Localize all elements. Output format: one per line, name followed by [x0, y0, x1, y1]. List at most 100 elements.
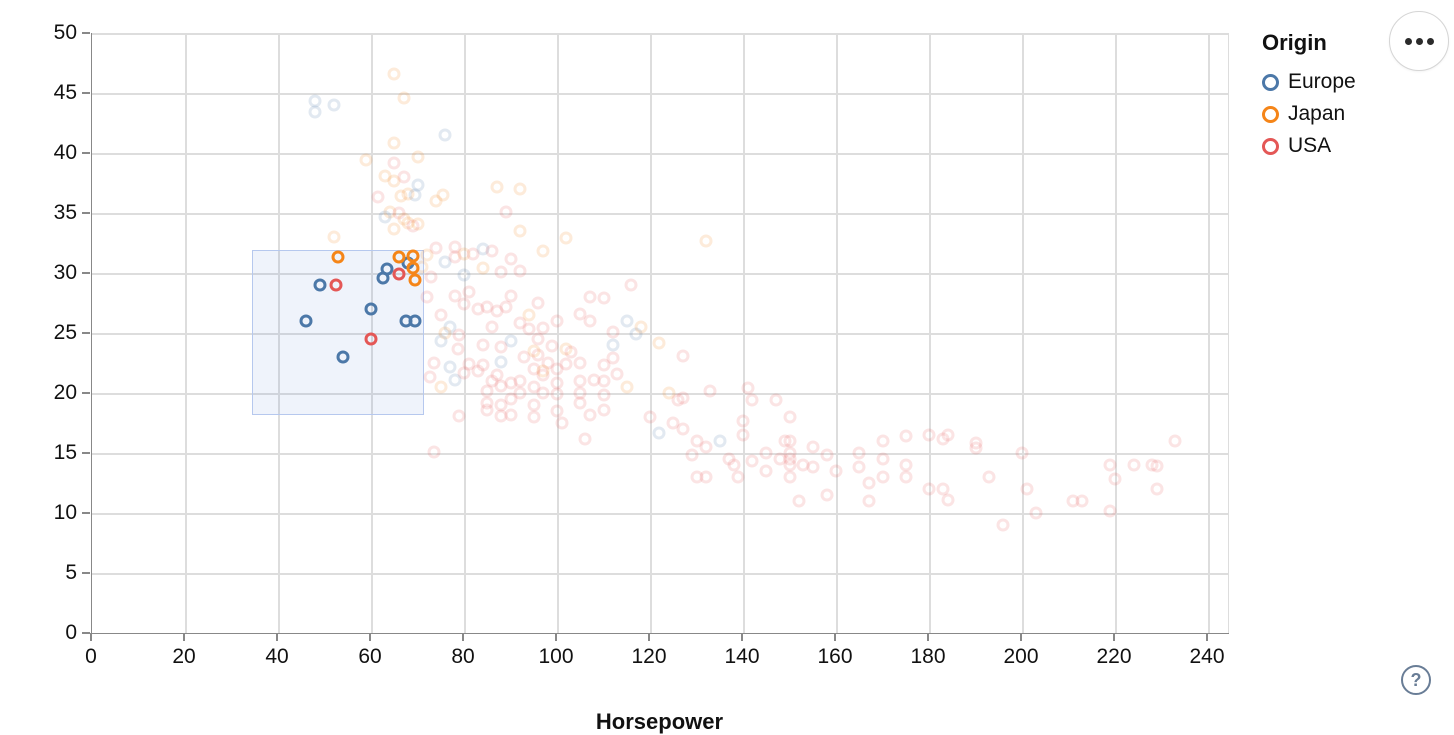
- scatter-point: [429, 241, 443, 255]
- scatter-point: [941, 428, 955, 442]
- scatter-point: [387, 222, 401, 236]
- scatter-point: [504, 289, 517, 303]
- x-axis-tick: [90, 633, 92, 641]
- scatter-point: [852, 460, 866, 474]
- scatter-point: [583, 290, 597, 304]
- scatter-point: [759, 446, 773, 460]
- help-button[interactable]: ?: [1401, 665, 1431, 695]
- scatter-point: [411, 150, 424, 164]
- scatter-point: [457, 366, 471, 380]
- scatter-point: [531, 296, 545, 310]
- y-axis-tick-label: 45: [53, 81, 77, 104]
- scatter-point: [996, 518, 1010, 532]
- x-axis-tick-label: 220: [1096, 645, 1132, 668]
- scatter-point: [452, 409, 466, 423]
- scatter-point: [699, 234, 713, 248]
- scatter-point: [1168, 434, 1182, 448]
- legend: Origin Europe Japan USA: [1262, 30, 1356, 162]
- x-axis-tick: [834, 633, 836, 641]
- y-axis-tick-label: 50: [53, 21, 77, 44]
- scatter-point: [620, 380, 634, 394]
- scatter-point: [424, 270, 438, 284]
- x-axis-tick: [555, 633, 557, 641]
- scatter-point: [336, 350, 350, 364]
- x-axis-tick-label: 140: [724, 645, 760, 668]
- x-axis-tick: [276, 633, 278, 641]
- scatter-point: [329, 278, 343, 292]
- scatter-point: [476, 338, 490, 352]
- scatter-point: [513, 386, 527, 400]
- scatter-point: [378, 210, 392, 224]
- scatter-point: [852, 446, 866, 460]
- scatter-point: [806, 440, 820, 454]
- scatter-point: [504, 408, 517, 422]
- scatter-point: [371, 190, 385, 204]
- scatter-point: [380, 262, 394, 276]
- scatter-point: [513, 264, 527, 278]
- scatter-point: [331, 250, 345, 264]
- scatter-point: [597, 358, 610, 372]
- scatter-point: [536, 386, 550, 400]
- scatter-point: [490, 180, 504, 194]
- scatter-point: [485, 244, 499, 258]
- y-axis-tick-label: 30: [53, 261, 77, 284]
- gridline: [92, 153, 1229, 155]
- x-axis-tick-label: 120: [631, 645, 667, 668]
- scatter-point: [527, 398, 541, 412]
- scatter-point: [941, 493, 955, 507]
- scatter-point: [364, 332, 378, 346]
- scatter-point: [643, 410, 657, 424]
- y-axis-tick: [82, 152, 90, 154]
- scatter-point: [1103, 458, 1117, 472]
- scatter-point: [634, 320, 648, 334]
- x-axis-tick-label: 40: [265, 645, 289, 668]
- scatter-point: [741, 381, 755, 395]
- y-axis-tick: [82, 632, 90, 634]
- scatter-point: [559, 357, 573, 371]
- scatter-point: [313, 278, 327, 292]
- scatter-point: [745, 454, 759, 468]
- scatter-point: [443, 360, 457, 374]
- scatter-point: [308, 105, 322, 119]
- x-axis-tick: [741, 633, 743, 641]
- scatter-point: [499, 300, 513, 314]
- scatter-point: [899, 429, 913, 443]
- scatter-point: [499, 205, 513, 219]
- plot-area[interactable]: [91, 33, 1229, 634]
- gridline: [92, 213, 1229, 215]
- y-axis-tick: [82, 452, 90, 454]
- legend-item-usa: USA: [1262, 130, 1356, 162]
- scatter-point: [783, 470, 796, 484]
- scatter-point: [1150, 482, 1164, 496]
- scatter-point: [597, 388, 610, 402]
- x-axis-tick-label: 160: [817, 645, 853, 668]
- scatter-point: [527, 344, 541, 358]
- scatter-point: [671, 393, 685, 407]
- scatter-point: [392, 250, 406, 264]
- scatter-point: [555, 416, 569, 430]
- gridline: [836, 33, 838, 633]
- scatter-point: [876, 452, 889, 466]
- scatter-point: [448, 373, 462, 387]
- menu-button[interactable]: [1389, 11, 1449, 71]
- scatter-point: [434, 308, 448, 322]
- scatter-point: [713, 434, 727, 448]
- scatter-point: [573, 307, 587, 321]
- scatter-point: [820, 448, 834, 462]
- scatter-point: [494, 340, 508, 354]
- ellipsis-icon: [1404, 37, 1434, 45]
- scatter-point: [485, 320, 499, 334]
- scatter-point: [408, 188, 422, 202]
- y-axis-tick: [82, 332, 90, 334]
- x-axis-tick-label: 180: [910, 645, 946, 668]
- scatter-point: [513, 224, 527, 238]
- gridline: [92, 573, 1229, 575]
- scatter-point: [652, 336, 666, 350]
- scatter-point: [662, 386, 676, 400]
- scatter-point: [545, 339, 559, 353]
- gridline: [278, 33, 280, 633]
- x-axis-tick: [927, 633, 929, 641]
- y-axis-tick-label: 35: [53, 201, 77, 224]
- y-axis-tick: [82, 512, 90, 514]
- y-axis-tick-label: 15: [53, 441, 77, 464]
